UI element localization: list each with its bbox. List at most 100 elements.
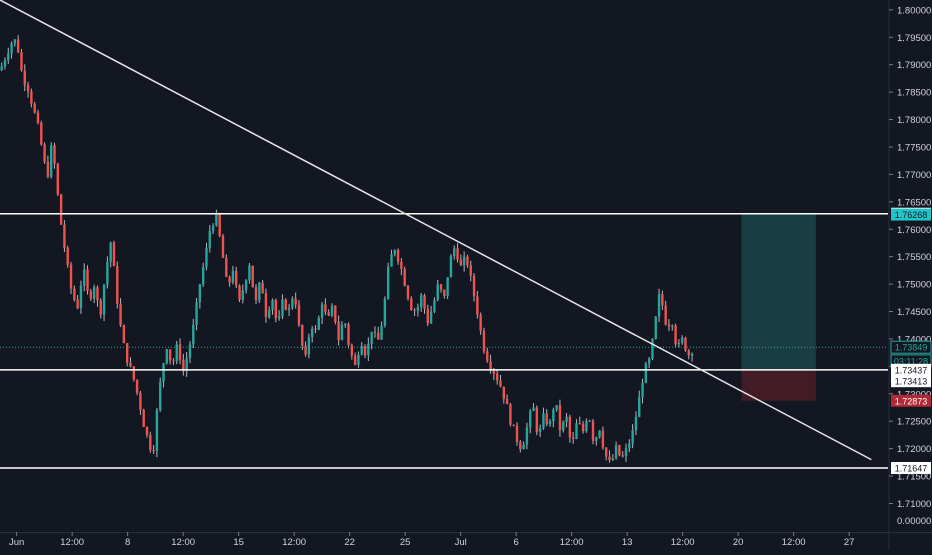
candle-up (529, 411, 532, 428)
candle-down (46, 161, 50, 177)
candle-down (400, 261, 403, 269)
candle-up (449, 256, 453, 278)
candle-up (416, 306, 420, 311)
candle-up (433, 300, 436, 312)
stop-zone[interactable] (741, 369, 816, 401)
price-tick-label: 1.76000 (897, 225, 931, 236)
candle-down (264, 293, 268, 318)
price-label-text: 1.76268 (895, 210, 928, 220)
candle-down (466, 256, 469, 266)
candle-up (647, 358, 651, 364)
candle-down (53, 145, 56, 164)
candle-up (281, 299, 284, 317)
candle-down (347, 323, 350, 345)
candle-down (509, 404, 512, 425)
price-label-text: 1.73849 (895, 343, 928, 353)
time-tick-label: 12:00 (60, 537, 84, 548)
candle-down (33, 103, 36, 113)
candle-down (499, 380, 502, 387)
candle-down (605, 447, 608, 457)
candle-up (258, 282, 261, 301)
candle-down (519, 441, 522, 450)
candle-down (502, 386, 505, 399)
candle-up (211, 225, 215, 231)
candle-up (429, 311, 433, 324)
candle-up (641, 382, 644, 398)
candle-up (307, 337, 311, 355)
candle-up (162, 363, 165, 382)
candle-down (69, 264, 73, 289)
price-tick-label: 1.75000 (897, 280, 931, 291)
candle-down (476, 296, 479, 315)
candle-down (327, 312, 330, 316)
trendline[interactable] (0, 0, 872, 461)
candle-down (251, 265, 254, 288)
candle-down (350, 344, 354, 356)
candle-up (446, 277, 449, 297)
candle-up (271, 299, 274, 310)
candle-down (235, 270, 238, 286)
price-label-box-stop (891, 394, 931, 407)
candle-up (83, 269, 86, 286)
candle-down (297, 304, 301, 326)
candle-up (165, 349, 169, 364)
price-label-box-target (891, 208, 931, 221)
candle-down (439, 284, 443, 290)
time-tick-label: 12:00 (560, 537, 584, 548)
candle-down (664, 305, 667, 325)
candle-down (515, 426, 519, 442)
price-label-text: 1.73413 (895, 377, 928, 387)
candle-down (142, 409, 145, 427)
candle-down (261, 282, 264, 294)
candle-down (618, 445, 621, 456)
candle-down (684, 337, 687, 351)
candle-down (221, 235, 225, 258)
candle-up (532, 407, 535, 412)
candle-down (443, 289, 446, 297)
candle-down (145, 426, 149, 435)
candle-down (426, 308, 430, 324)
candle-down (479, 314, 482, 331)
price-label-box-level (891, 461, 931, 474)
candle-up (588, 420, 591, 422)
time-tick-label: Jun (9, 537, 24, 548)
candle-up (244, 280, 248, 291)
candle-up (367, 343, 370, 356)
candle-up (215, 214, 218, 226)
candle-down (218, 214, 221, 236)
time-tick-label: 12:00 (782, 537, 806, 548)
candle-down (512, 424, 515, 427)
candle-up (291, 298, 294, 308)
candle-down (304, 345, 307, 355)
candle-down (89, 290, 93, 299)
candle-up (340, 324, 344, 341)
candle-up (7, 53, 10, 61)
price-label-text: 1.72873 (895, 396, 928, 406)
candle-down (30, 91, 33, 104)
candle-down (66, 247, 69, 265)
candle-down (129, 362, 132, 367)
price-tick-label: 1.76500 (897, 197, 931, 208)
candle-down (505, 398, 509, 405)
price-tick-label: 1.80000 (897, 5, 931, 16)
candle-down (294, 298, 297, 305)
candle-down (472, 275, 476, 297)
target-zone[interactable] (741, 214, 816, 370)
candle-down (661, 294, 664, 306)
time-axis[interactable]: Jun 12:00 8 12:00 15 12:00 22 25 Jul 6 12:00 13 12:0… (0, 532, 932, 548)
candle-up (538, 428, 542, 432)
candle-up (248, 265, 251, 281)
candle-down (396, 250, 400, 262)
candle-up (565, 416, 568, 422)
candle-down (674, 325, 677, 345)
candle-down (76, 299, 79, 309)
candle-down (568, 416, 572, 438)
price-tick-label: 1.77000 (897, 170, 931, 181)
candle-up (562, 421, 565, 431)
candle-down (99, 300, 102, 315)
candle-up (92, 287, 96, 299)
candle-down (182, 359, 185, 372)
candle-down (86, 269, 89, 291)
